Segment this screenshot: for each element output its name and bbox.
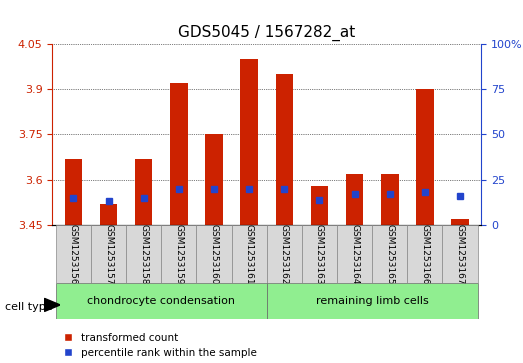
FancyBboxPatch shape (442, 225, 477, 283)
Text: GSM1253157: GSM1253157 (104, 224, 113, 285)
FancyBboxPatch shape (56, 225, 91, 283)
FancyBboxPatch shape (161, 225, 197, 283)
FancyBboxPatch shape (56, 283, 267, 319)
Text: GSM1253164: GSM1253164 (350, 224, 359, 284)
Bar (381, 174, 399, 225)
Text: chondrocyte condensation: chondrocyte condensation (87, 296, 235, 306)
FancyBboxPatch shape (232, 225, 267, 283)
Bar (346, 174, 363, 225)
FancyBboxPatch shape (407, 225, 442, 283)
Polygon shape (44, 298, 60, 311)
FancyBboxPatch shape (372, 225, 407, 283)
Bar (170, 83, 188, 225)
Text: GSM1253158: GSM1253158 (139, 224, 148, 285)
FancyBboxPatch shape (302, 225, 337, 283)
Text: remaining limb cells: remaining limb cells (316, 296, 428, 306)
Text: GSM1253159: GSM1253159 (174, 224, 184, 285)
Text: GSM1253165: GSM1253165 (385, 224, 394, 285)
Bar (416, 89, 434, 225)
Bar (451, 219, 469, 225)
FancyBboxPatch shape (337, 225, 372, 283)
FancyBboxPatch shape (267, 225, 302, 283)
Text: GSM1253163: GSM1253163 (315, 224, 324, 285)
Text: GSM1253167: GSM1253167 (456, 224, 464, 285)
FancyBboxPatch shape (91, 225, 126, 283)
Text: cell type: cell type (5, 302, 53, 312)
Text: GSM1253162: GSM1253162 (280, 224, 289, 284)
Bar (205, 134, 223, 225)
Bar (65, 159, 82, 225)
Text: GSM1253166: GSM1253166 (420, 224, 429, 285)
FancyBboxPatch shape (126, 225, 161, 283)
Bar (100, 204, 117, 225)
Text: GSM1253156: GSM1253156 (69, 224, 78, 285)
Text: GSM1253160: GSM1253160 (210, 224, 219, 285)
Bar (276, 74, 293, 225)
Bar (241, 59, 258, 225)
FancyBboxPatch shape (267, 283, 477, 319)
Bar (135, 159, 153, 225)
FancyBboxPatch shape (197, 225, 232, 283)
Text: GSM1253161: GSM1253161 (245, 224, 254, 285)
Legend: transformed count, percentile rank within the sample: transformed count, percentile rank withi… (58, 333, 257, 358)
Title: GDS5045 / 1567282_at: GDS5045 / 1567282_at (178, 25, 355, 41)
Bar (311, 186, 328, 225)
